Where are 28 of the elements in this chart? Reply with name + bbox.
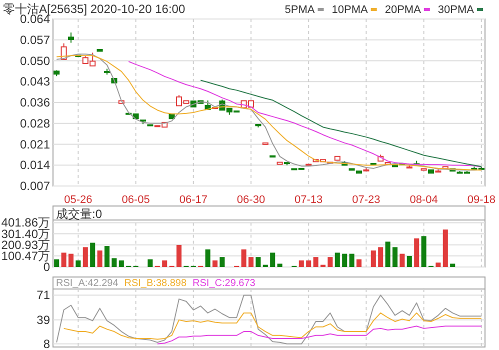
y-tick-label: 0.014	[20, 158, 50, 172]
y-tick-label: 0.007	[20, 179, 50, 193]
text: 成交量:0	[56, 207, 102, 221]
text: RSI_B:38.898	[124, 278, 187, 289]
text: RSI_A:42.294	[56, 278, 119, 289]
x-tick-label: 06-30	[236, 194, 266, 206]
x-tick-label: 06-05	[122, 194, 150, 206]
y-tick-label: 0.050	[20, 54, 50, 68]
y-tick-label: 0.028	[20, 116, 50, 130]
text: RSI_C:29.673	[192, 278, 256, 289]
legend-label: 10PMA	[332, 4, 368, 16]
y-tick-label: 0.057	[20, 32, 50, 47]
y-tick-label: 8	[43, 336, 50, 350]
x-tick-label: 07-23	[352, 194, 380, 206]
y-tick-label: 71	[36, 288, 50, 302]
x-tick-label: 08-04	[410, 194, 438, 206]
y-tick-label: 0	[43, 260, 50, 274]
y-tick-label: 0.021	[20, 137, 50, 152]
y-tick-label: 0.036	[20, 96, 50, 110]
x-tick-label: 06-17	[179, 194, 208, 206]
y-tick-label: 39	[36, 312, 50, 327]
y-tick-label: 0.043	[20, 74, 50, 89]
legend-label: 20PMA	[384, 4, 422, 16]
x-tick-label: 07-13	[294, 194, 323, 206]
x-tick-label: 05-26	[64, 194, 92, 206]
x-tick-label: 09-18	[467, 194, 496, 206]
legend-label: 5PMA	[284, 4, 316, 16]
legend-label: 30PMA	[438, 4, 475, 16]
